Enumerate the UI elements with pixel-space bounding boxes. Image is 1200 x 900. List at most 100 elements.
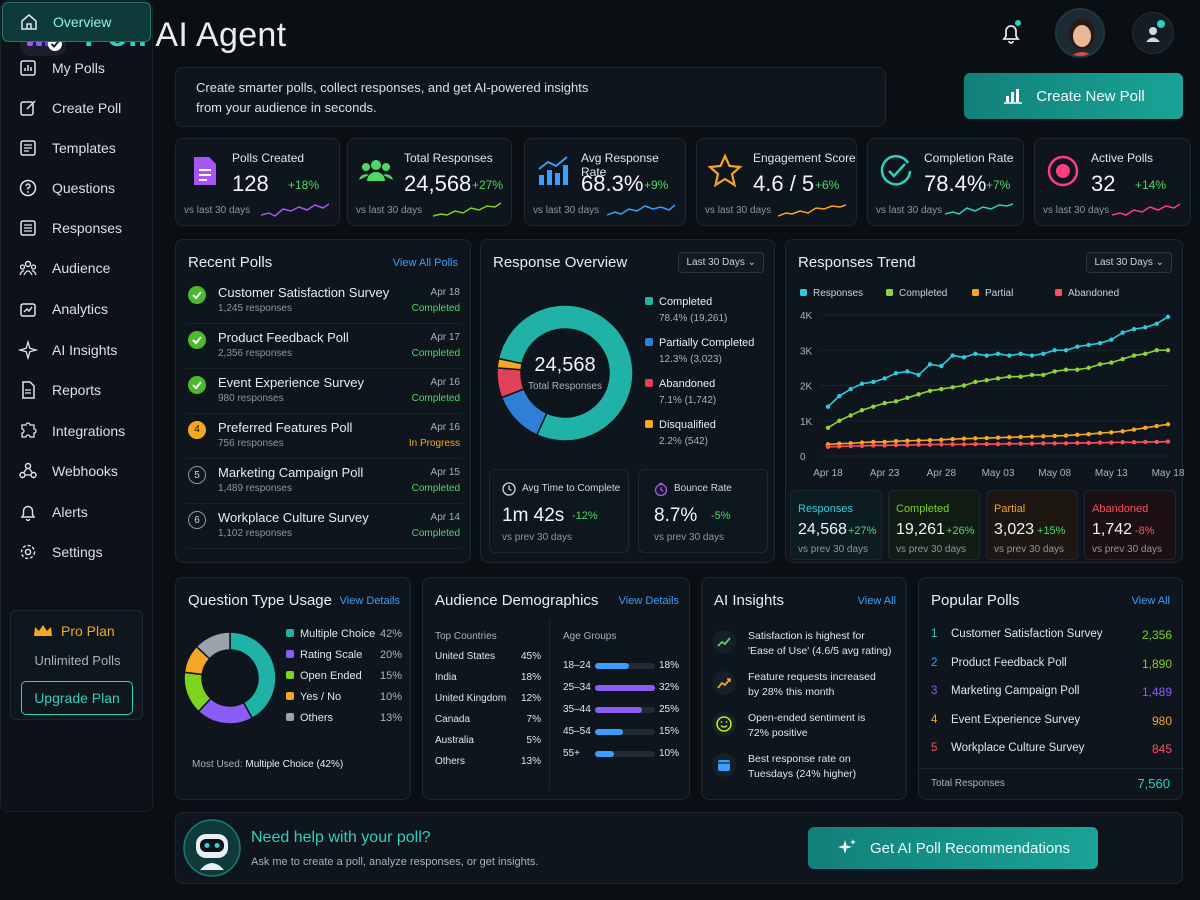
popular-poll-row[interactable]: 4 Event Experience Survey 980: [931, 714, 1172, 728]
legend-item: Partially Completed 12.3% (3,023): [645, 337, 754, 365]
data-point: [984, 435, 989, 441]
chart-up-icon: [712, 671, 736, 695]
sidebar-item-responses[interactable]: Responses: [2, 208, 151, 248]
stat-avg-response-rate: Avg Response Rate 68.3% +9% vs last 30 d…: [524, 138, 686, 226]
data-point: [1120, 440, 1125, 445]
stat-active-polls: Active Polls 32 +14% vs last 30 days: [1034, 138, 1191, 226]
bounce-rate-card: Bounce Rate 8.7% -5% vs prev 30 days: [638, 469, 768, 553]
sidebar-item-templates[interactable]: Templates: [2, 128, 151, 168]
sparkle-icon: [18, 340, 38, 360]
popular-poll-row[interactable]: 3 Marketing Campaign Poll 1,489: [931, 685, 1172, 699]
country-row: Australia 5%: [435, 735, 541, 746]
notifications-button[interactable]: [996, 18, 1026, 48]
stat-change: +9%: [644, 178, 669, 192]
data-point: [1097, 440, 1103, 445]
popular-poll-row[interactable]: 2 Product Feedback Poll 1,890: [931, 657, 1172, 671]
view-all-popular-link[interactable]: View All: [1131, 595, 1170, 607]
view-details-link[interactable]: View Details: [339, 595, 400, 607]
legend-swatch: [886, 289, 893, 296]
data-point: [1029, 441, 1035, 446]
sparkline: [945, 203, 1013, 215]
insight-item[interactable]: Best response rate on Tuesdays (24% highe…: [712, 751, 902, 789]
sidebar-item-analytics[interactable]: Analytics: [2, 289, 151, 329]
data-point: [1143, 439, 1148, 445]
data-point: [1120, 429, 1125, 434]
metric-name: Partial: [994, 503, 1026, 515]
popular-poll-row[interactable]: 1 Customer Satisfaction Survey 2,356: [931, 628, 1172, 642]
legend-swatch: [1055, 289, 1062, 296]
team-button[interactable]: [1132, 12, 1174, 54]
sidebar-item-audience[interactable]: Audience: [2, 248, 151, 288]
metric-value: 19,261: [896, 521, 945, 538]
legend-item: Others 13%: [286, 712, 402, 724]
user-avatar[interactable]: [1055, 8, 1105, 58]
data-point: [859, 443, 865, 448]
create-new-poll-button[interactable]: Create New Poll: [964, 73, 1183, 119]
insight-item[interactable]: Satisfaction is highest for 'Ease of Use'…: [712, 628, 902, 666]
poll-row[interactable]: 4 Preferred Features Poll 756 responses Apr…: [186, 414, 462, 459]
insight-item[interactable]: Feature requests increased by 28% this mo…: [712, 669, 902, 707]
data-point: [1165, 348, 1171, 353]
popular-poll-row[interactable]: 5 Workplace Culture Survey 845: [931, 742, 1172, 756]
poll-row[interactable]: Customer Satisfaction Survey 1,245 respon…: [186, 279, 462, 324]
poll-responses: 1,245 responses: [218, 303, 292, 314]
insight-item[interactable]: Open-ended sentiment is 72% positive: [712, 710, 902, 748]
bar-chart-icon: [1004, 89, 1023, 104]
data-point: [950, 353, 955, 358]
poll-responses: 980 responses: [218, 393, 284, 404]
age-groups-title: Age Groups: [563, 631, 617, 642]
countries-title: Top Countries: [435, 631, 497, 642]
legend-item: Multiple Choice 42%: [286, 628, 402, 640]
age-pct: 32%: [658, 682, 679, 693]
sidebar-item-integrations[interactable]: Integrations: [2, 411, 151, 451]
data-point: [927, 437, 933, 443]
response-slice: [497, 304, 634, 442]
ai-insights-card: AI Insights View All Satisfaction is hig…: [701, 577, 907, 800]
insight-line-1: Satisfaction is highest for: [748, 630, 865, 642]
poll-status: Completed: [411, 348, 460, 359]
sidebar-item-alerts[interactable]: Alerts: [2, 492, 151, 532]
trend-metric-partial: Partial 3,023 +15% vs prev 30 days: [986, 490, 1078, 560]
data-point: [848, 443, 853, 449]
poll-row[interactable]: 6 Workplace Culture Survey 1,102 responses…: [186, 504, 462, 549]
poll-responses: 1,102 responses: [218, 528, 292, 539]
clock-icon: [502, 482, 516, 496]
sidebar-item-create-poll[interactable]: Create Poll: [2, 88, 151, 128]
series-line-partial: [827, 423, 1169, 446]
data-point: [1007, 435, 1012, 440]
sidebar-item-settings[interactable]: Settings: [2, 532, 151, 572]
poll-row[interactable]: Product Feedback Poll 2,356 responses Apr …: [186, 324, 462, 369]
age-label: 55+: [563, 748, 580, 759]
sidebar-item-overview[interactable]: Overview: [2, 2, 151, 42]
sidebar-item-ai-insights[interactable]: AI Insights: [2, 330, 151, 370]
sidebar-item-questions[interactable]: Questions: [2, 168, 151, 208]
sidebar-item-label: Overview: [53, 14, 112, 30]
poll-row[interactable]: 5 Marketing Campaign Poll 1,489 responses A…: [186, 459, 462, 504]
check-circle-icon: [188, 376, 206, 394]
view-details-link[interactable]: View Details: [618, 595, 679, 607]
legend-swatch: [286, 713, 294, 721]
age-pct: 25%: [658, 704, 679, 715]
range-dropdown[interactable]: Last 30 Days ⌄: [678, 252, 764, 273]
upgrade-plan-button[interactable]: Upgrade Plan: [21, 681, 133, 715]
range-dropdown[interactable]: Last 30 Days ⌄: [1086, 252, 1172, 273]
sidebar-item-my-polls[interactable]: My Polls: [2, 48, 151, 88]
poll-row[interactable]: Event Experience Survey 980 responses Apr …: [186, 369, 462, 414]
sidebar-item-webhooks[interactable]: Webhooks: [2, 451, 151, 491]
poll-name: Customer Satisfaction Survey: [218, 285, 390, 300]
sparkline: [1112, 203, 1180, 216]
age-bar-track: [595, 729, 655, 735]
data-point: [995, 376, 1001, 381]
data-point: [916, 372, 921, 378]
poll-responses: 2,356 responses: [218, 348, 292, 359]
legend-name: Abandoned: [659, 378, 716, 390]
metric-change: +26%: [946, 525, 975, 537]
response-slice: [500, 387, 548, 436]
view-all-insights-link[interactable]: View All: [857, 595, 896, 607]
sidebar-item-reports[interactable]: Reports: [2, 370, 151, 410]
data-point: [916, 438, 921, 443]
get-ai-recommendations-button[interactable]: Get AI Poll Recommendations: [808, 827, 1098, 869]
metric-change: +27%: [848, 525, 877, 537]
stat-label: Total Responses: [404, 151, 493, 165]
view-all-polls-link[interactable]: View All Polls: [392, 257, 458, 269]
